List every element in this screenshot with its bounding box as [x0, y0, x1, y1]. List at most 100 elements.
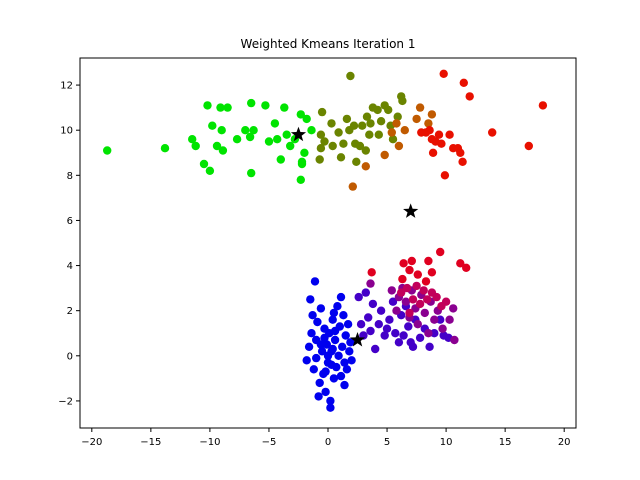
data-point [297, 159, 307, 169]
data-point [430, 329, 439, 338]
data-point [436, 315, 445, 324]
data-point [346, 71, 355, 81]
data-point [361, 288, 370, 297]
data-point [320, 137, 329, 146]
data-point [385, 315, 394, 324]
data-point [373, 105, 382, 115]
data-point [399, 331, 408, 340]
x-tick-label: −15 [140, 437, 161, 448]
data-point [415, 103, 425, 112]
data-point [320, 333, 329, 342]
data-point [348, 182, 357, 191]
points-layer [103, 69, 548, 412]
data-point [412, 281, 421, 291]
x-tick-label: −20 [81, 437, 102, 448]
y-tick-label: 6 [67, 216, 73, 227]
data-point [338, 342, 347, 351]
data-point [392, 306, 401, 315]
data-point [367, 268, 376, 277]
data-point [387, 286, 396, 295]
data-point [191, 141, 200, 151]
data-point [160, 144, 170, 153]
data-point [405, 265, 414, 275]
data-point [326, 403, 335, 412]
data-point [296, 175, 305, 184]
x-tick-label: 15 [499, 437, 512, 448]
data-point [217, 126, 226, 135]
data-point [310, 277, 320, 286]
x-tick-label: −5 [262, 437, 277, 448]
data-point [270, 119, 280, 128]
data-point [388, 135, 398, 144]
data-point [423, 295, 432, 304]
data-point [376, 306, 386, 315]
data-point [441, 297, 451, 306]
data-point [524, 141, 533, 151]
data-point [247, 168, 256, 178]
data-point [408, 295, 418, 304]
data-point [302, 356, 311, 365]
data-point [276, 155, 285, 164]
data-point [391, 329, 400, 338]
data-point [245, 132, 255, 142]
data-point [316, 130, 326, 139]
data-point [458, 157, 467, 166]
data-point [352, 157, 361, 166]
x-tick-label: 10 [440, 437, 453, 448]
data-point [346, 338, 355, 347]
data-point [247, 98, 256, 108]
data-point [408, 342, 418, 351]
x-tick-label: 5 [384, 437, 390, 448]
data-point [398, 274, 407, 284]
data-point [459, 78, 468, 88]
data-point [339, 139, 348, 148]
data-point [241, 126, 250, 135]
data-point [323, 351, 333, 360]
data-point [364, 313, 373, 322]
data-point [342, 114, 352, 124]
data-point [425, 342, 434, 351]
data-point [273, 135, 282, 144]
data-point [307, 329, 316, 338]
data-point [365, 130, 374, 139]
data-point [374, 130, 383, 139]
data-point [407, 256, 416, 266]
data-point [330, 335, 340, 345]
data-point [188, 135, 197, 144]
data-point [280, 103, 289, 112]
data-point [415, 333, 425, 342]
data-point [374, 320, 383, 329]
data-point [427, 268, 437, 277]
data-point [223, 103, 232, 112]
data-point [329, 308, 339, 318]
data-point [316, 144, 326, 153]
data-point [203, 101, 212, 110]
data-point [306, 295, 315, 304]
data-point [436, 247, 445, 257]
data-point [361, 146, 370, 155]
data-point [249, 126, 258, 135]
data-point [437, 139, 446, 148]
x-tick-label: −10 [199, 437, 220, 448]
data-point [212, 141, 222, 151]
data-point [465, 92, 474, 101]
x-tick-label: 0 [325, 437, 331, 448]
data-point [345, 347, 354, 356]
data-point [382, 324, 392, 333]
data-point [302, 114, 311, 124]
data-point [368, 299, 378, 309]
data-point [327, 360, 336, 369]
data-point [307, 126, 316, 135]
data-point [314, 392, 323, 401]
data-point [312, 353, 321, 363]
data-point [336, 371, 346, 381]
centroid-star [349, 332, 366, 347]
x-tick-label: 20 [558, 437, 571, 448]
data-point [321, 387, 330, 397]
data-point [341, 331, 350, 340]
centroids-layer [290, 126, 419, 347]
data-point [316, 340, 326, 349]
data-point [343, 320, 353, 329]
data-point [440, 171, 450, 180]
data-point [356, 320, 366, 329]
